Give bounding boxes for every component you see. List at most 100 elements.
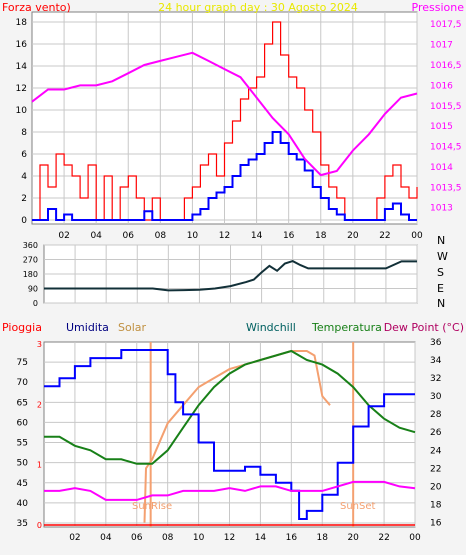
- panel1-x-tick-label: 10: [187, 231, 199, 241]
- chart-title: 24 hour graph day : 30 Agosto 2024: [158, 1, 358, 14]
- compass-label: N: [437, 297, 445, 310]
- panel3-x-tick-label: 04: [100, 533, 112, 543]
- panel1-y2-tick-label: 1014,5: [430, 143, 462, 153]
- panel1-x-tick-label: 18: [315, 231, 327, 241]
- compass-label: W: [437, 250, 448, 263]
- panel1-y-tick-label: 0: [21, 216, 27, 226]
- panel1-y-axis-left: 0 2 4 6 8 10 12 14 16 18: [16, 18, 28, 226]
- panel1-x-tick-label: 22: [379, 231, 390, 241]
- panel1-y2-tick-label: 1017,5: [430, 20, 462, 30]
- legend-temperature: Temperatura: [311, 321, 382, 334]
- panel1-y2-tick-label: 1017: [430, 41, 453, 51]
- panel1-x-tick-label: 16: [283, 231, 295, 241]
- panel2-y-tick-label: 0: [33, 299, 38, 308]
- series-wind-average-line: [32, 131, 417, 221]
- panel3-x-tick-label: 00: [409, 533, 421, 543]
- panel1-x-tick-label: 08: [155, 231, 167, 241]
- panel1-y-axis-right: 1013 1013,5 1014 1014,5 1015 1015,5 1016 1016,5…: [430, 20, 462, 213]
- humidity-y-tick-label: 55: [17, 439, 28, 449]
- panel1-y2-tick-label: 1013,5: [430, 183, 462, 193]
- legend-wind: Forza vento): [2, 1, 71, 14]
- temperature-y-tick-label: 30: [430, 392, 442, 402]
- panel3-y-axis-humidity: 35 40 45 50 55 60 65 70 75: [17, 358, 29, 529]
- legend-rain: Pioggia: [2, 321, 42, 334]
- panel2-y-tick-label: 90: [28, 285, 38, 294]
- temperature-y-tick-label: 24: [430, 446, 442, 456]
- series-pressure-line: [31, 51, 418, 177]
- panel3-y-axis-rain: 0 1 2 3: [37, 340, 42, 530]
- series-temperature-line: [44, 349, 416, 465]
- panel3-x-tick-label: 02: [69, 533, 80, 543]
- temperature-y-tick-label: 28: [430, 410, 442, 420]
- temperature-y-tick-label: 36: [430, 338, 442, 348]
- humidity-y-tick-label: 60: [17, 418, 29, 428]
- temperature-y-tick-label: 34: [430, 356, 442, 366]
- panel3-x-tick-label: 18: [317, 533, 329, 543]
- humidity-y-tick-label: 70: [17, 378, 29, 388]
- panel1-x-tick-label: 12: [219, 231, 230, 241]
- panel2-y-tick-label: 180: [23, 270, 38, 279]
- temperature-y-tick-label: 32: [430, 374, 441, 384]
- series-humidity-line: [44, 349, 415, 520]
- rain-y-tick-label: 0: [37, 521, 42, 530]
- panel2-y-axis: 0 90 180 270 360: [23, 241, 38, 308]
- rain-y-tick-label: 1: [37, 461, 42, 470]
- rain-y-tick-label: 2: [37, 400, 42, 409]
- panel3-x-tick-label: 14: [255, 533, 267, 543]
- humidity-y-tick-label: 50: [17, 459, 29, 469]
- panel1-y-tick-label: 10: [16, 106, 28, 116]
- sunrise-label: SunRise: [132, 501, 172, 512]
- temperature-y-tick-label: 22: [430, 464, 441, 474]
- legend-windchill: Windchill: [246, 321, 296, 334]
- panel1-y-tick-label: 8: [21, 128, 27, 138]
- panel3-x-tick-label: 06: [131, 533, 143, 543]
- panel3-x-tick-label: 16: [286, 533, 298, 543]
- compass-label: S: [437, 266, 444, 279]
- panel1-y-tick-label: 16: [16, 40, 28, 50]
- panel1-y2-tick-label: 1014: [430, 163, 453, 173]
- panel3-x-tick-label: 10: [193, 533, 205, 543]
- panel1-y2-tick-label: 1015: [430, 122, 453, 132]
- compass-label: E: [437, 282, 444, 295]
- humidity-y-tick-label: 45: [17, 479, 28, 489]
- series-dewpoint-line: [44, 480, 416, 501]
- panel3-x-tick-label: 08: [162, 533, 174, 543]
- legend-pressure: Pressione: [412, 1, 465, 14]
- panel1-x-tick-label: 06: [123, 231, 135, 241]
- series-wind-direction-line: [44, 260, 417, 292]
- panel3-y-axis-temperature: 16 18 20 22 24 26 28 30 32 34 36: [430, 338, 442, 528]
- sunset-label: SunSet: [340, 501, 376, 512]
- panel1-series: [31, 21, 418, 221]
- legend-dewpoint: Dew Point (°C): [384, 321, 464, 334]
- humidity-y-tick-label: 65: [17, 398, 28, 408]
- panel1-x-tick-label: 14: [251, 231, 263, 241]
- panel1-y2-tick-label: 1013: [430, 204, 453, 214]
- temperature-y-tick-label: 20: [430, 482, 442, 492]
- panel1-x-axis: 02 04 06 08 10 12 14 16 18 20 22 00: [58, 231, 423, 241]
- legend-humidity: Umidita: [66, 321, 109, 334]
- panel2-y-tick-label: 360: [23, 241, 38, 250]
- panel3-x-axis: 02 04 06 08 10 12 14 16 18 20 22 00: [69, 533, 421, 543]
- panel1-y2-tick-label: 1016: [430, 81, 453, 91]
- panel1-x-tick-label: 02: [58, 231, 69, 241]
- panel1-x-tick-label: 20: [347, 231, 359, 241]
- panel1-x-tick-label: 04: [90, 231, 102, 241]
- panel2-y-tick-label: 270: [23, 256, 38, 265]
- humidity-y-tick-label: 75: [17, 358, 28, 368]
- panel1-y-tick-label: 12: [16, 84, 27, 94]
- temperature-y-tick-label: 26: [430, 428, 442, 438]
- panel3-x-tick-label: 22: [378, 533, 389, 543]
- panel1-y-tick-label: 6: [21, 150, 27, 160]
- panel1-x-tick-label: 00: [411, 231, 423, 241]
- panel1-y-tick-label: 4: [21, 172, 27, 182]
- panel3-x-tick-label: 12: [224, 533, 235, 543]
- legend-solar: Solar: [118, 321, 147, 334]
- panel2-series: [44, 260, 417, 292]
- panel1-y-tick-label: 18: [16, 18, 28, 28]
- humidity-y-tick-label: 40: [17, 499, 29, 509]
- panel1-y2-tick-label: 1015,5: [430, 102, 462, 112]
- temperature-y-tick-label: 18: [430, 500, 442, 510]
